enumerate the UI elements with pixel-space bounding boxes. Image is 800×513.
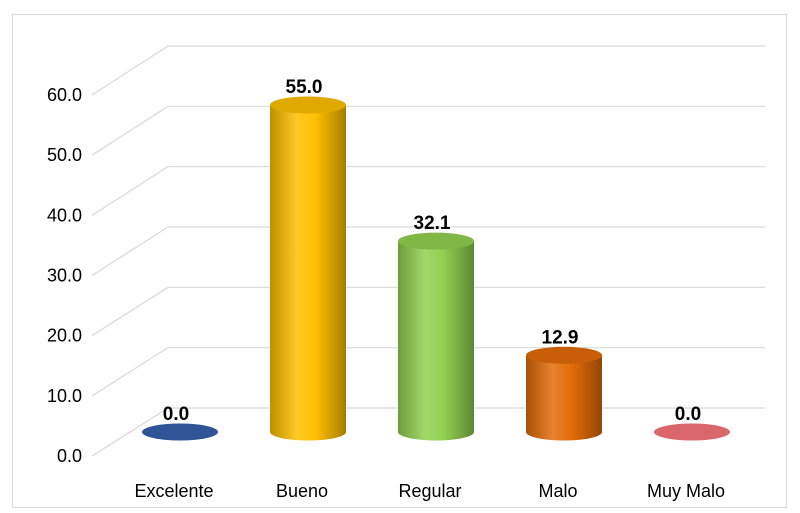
bar-body bbox=[270, 105, 346, 441]
gridline-depth bbox=[91, 105, 169, 156]
bar-bueno bbox=[270, 96, 346, 441]
bar-top bbox=[398, 232, 474, 250]
bar-flat bbox=[142, 423, 218, 441]
data-label: 12.9 bbox=[542, 327, 579, 348]
data-label: 55.0 bbox=[286, 77, 323, 98]
data-label: 0.0 bbox=[675, 404, 701, 425]
bar-malo bbox=[526, 346, 602, 441]
bar-top bbox=[270, 96, 346, 114]
x-axis-categories: Excelente Bueno Regular Malo Muy Malo bbox=[134, 481, 725, 501]
y-tick-label: 50.0 bbox=[47, 145, 82, 165]
y-tick-label: 0.0 bbox=[57, 446, 82, 466]
bar-muy-malo bbox=[654, 423, 730, 441]
category-label: Bueno bbox=[276, 481, 328, 501]
gridline-depth bbox=[91, 45, 169, 96]
gridline-depth bbox=[91, 226, 169, 277]
category-label: Muy Malo bbox=[647, 481, 725, 501]
y-tick-label: 40.0 bbox=[47, 205, 82, 225]
y-tick-label: 60.0 bbox=[47, 85, 82, 105]
bar-excelente bbox=[142, 423, 218, 441]
bar-regular bbox=[398, 232, 474, 441]
bar-flat bbox=[654, 423, 730, 441]
bar-body bbox=[398, 241, 474, 441]
data-label: 0.0 bbox=[163, 404, 189, 425]
grid-lines bbox=[91, 45, 765, 457]
bar-body bbox=[526, 355, 602, 441]
y-tick-label: 10.0 bbox=[47, 386, 82, 406]
y-tick-label: 20.0 bbox=[47, 326, 82, 346]
gridline-depth bbox=[91, 347, 169, 397]
gridline-depth bbox=[91, 286, 169, 337]
y-tick-label: 30.0 bbox=[47, 266, 82, 286]
bars bbox=[142, 96, 730, 441]
bar-top bbox=[526, 346, 602, 364]
gridline-depth bbox=[91, 407, 169, 457]
y-axis-ticks: 0.0 10.0 20.0 30.0 40.0 50.0 60.0 bbox=[47, 85, 82, 466]
gridline-depth bbox=[91, 166, 169, 216]
data-labels: 0.0 55.0 32.1 12.9 0.0 bbox=[163, 77, 701, 425]
category-label: Excelente bbox=[134, 481, 213, 501]
category-label: Malo bbox=[538, 481, 577, 501]
data-label: 32.1 bbox=[414, 213, 451, 234]
category-label: Regular bbox=[398, 481, 461, 501]
